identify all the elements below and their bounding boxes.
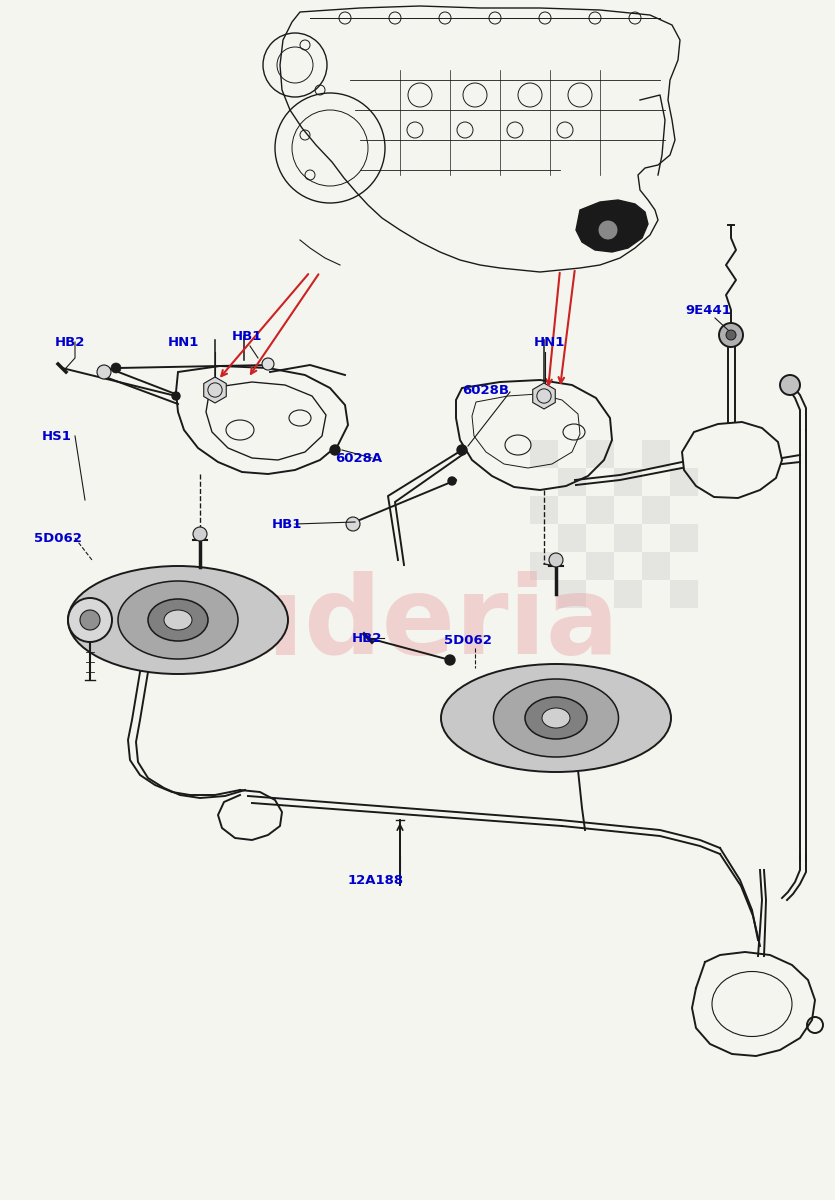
Bar <box>586 496 614 524</box>
Circle shape <box>346 517 360 530</box>
Circle shape <box>80 610 100 630</box>
Bar <box>558 580 586 608</box>
Text: HB2: HB2 <box>352 631 382 644</box>
Ellipse shape <box>493 679 619 757</box>
Ellipse shape <box>164 610 192 630</box>
Circle shape <box>172 392 180 400</box>
Ellipse shape <box>441 664 671 772</box>
Bar <box>530 552 558 580</box>
Text: HB1: HB1 <box>272 517 302 530</box>
Circle shape <box>445 655 455 665</box>
Bar <box>614 468 642 496</box>
Ellipse shape <box>68 566 288 674</box>
Circle shape <box>68 598 112 642</box>
Circle shape <box>726 330 736 340</box>
Circle shape <box>457 445 467 455</box>
Ellipse shape <box>542 708 570 728</box>
Bar <box>558 524 586 552</box>
Text: HN1: HN1 <box>534 336 565 348</box>
Circle shape <box>97 365 111 379</box>
Bar <box>558 468 586 496</box>
Polygon shape <box>576 200 648 252</box>
Text: HN1: HN1 <box>168 336 200 348</box>
Bar <box>642 440 670 468</box>
Bar <box>642 552 670 580</box>
Text: 9E441: 9E441 <box>685 304 731 317</box>
Text: 5D062: 5D062 <box>444 634 492 647</box>
Bar <box>642 496 670 524</box>
Text: 5D062: 5D062 <box>34 532 82 545</box>
Ellipse shape <box>525 697 587 739</box>
Ellipse shape <box>148 599 208 641</box>
Circle shape <box>262 358 274 370</box>
Circle shape <box>598 220 618 240</box>
Bar <box>670 580 698 608</box>
Circle shape <box>780 374 800 395</box>
Bar <box>614 524 642 552</box>
Circle shape <box>719 323 743 347</box>
Bar <box>670 468 698 496</box>
Bar <box>530 440 558 468</box>
Text: HB1: HB1 <box>232 330 262 342</box>
Bar <box>586 440 614 468</box>
Ellipse shape <box>118 581 238 659</box>
Text: 6028A: 6028A <box>335 451 382 464</box>
Text: scuderia: scuderia <box>99 571 620 677</box>
Text: 12A188: 12A188 <box>348 874 404 887</box>
Circle shape <box>330 445 340 455</box>
Bar <box>530 496 558 524</box>
Text: HB2: HB2 <box>55 336 85 348</box>
Bar <box>614 580 642 608</box>
Bar <box>670 524 698 552</box>
Circle shape <box>549 553 563 566</box>
Circle shape <box>111 362 121 373</box>
Text: HS1: HS1 <box>42 430 72 443</box>
Circle shape <box>193 527 207 541</box>
Circle shape <box>448 476 456 485</box>
Text: 6028B: 6028B <box>462 384 509 396</box>
Bar <box>586 552 614 580</box>
